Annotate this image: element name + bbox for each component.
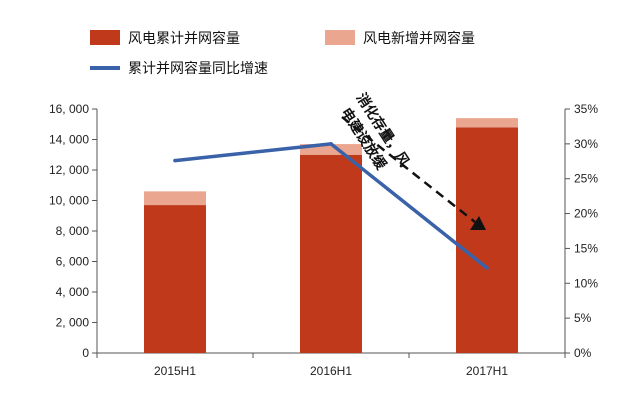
annotation-arrow-shaft — [341, 116, 476, 223]
left-axis-tick-label: 16, 000 — [49, 102, 89, 116]
bars — [144, 118, 518, 353]
right-axis-tick-label: 25% — [574, 172, 598, 186]
right-axis-tick-label: 35% — [574, 102, 598, 116]
right-axis-tick-label: 0% — [574, 346, 592, 360]
x-axis-tick-label: 2017H1 — [466, 364, 508, 378]
legend-label-new: 风电新增并网容量 — [363, 30, 475, 47]
x-axis-tick-label: 2016H1 — [310, 364, 352, 378]
right-axis-tick-label: 30% — [574, 137, 598, 151]
right-axis-tick-label: 5% — [574, 311, 592, 325]
left-axis-tick-label: 14, 000 — [49, 133, 89, 147]
right-axis-tick-label: 10% — [574, 276, 598, 290]
x-axis-tick-label: 2015H1 — [154, 364, 196, 378]
bar-new — [300, 144, 362, 155]
legend-swatch-cumulative — [90, 30, 120, 45]
axes: 0 2, 000 4, 000 6, 000 8, 000 10, 000 12, 000 1… — [49, 102, 598, 378]
left-axis-tick-label: 8, 000 — [56, 224, 90, 238]
legend-label-growth: 累计并网容量同比增速 — [128, 60, 268, 77]
bar-cumulative — [456, 127, 518, 353]
legend-label-cumulative: 风电累计并网容量 — [128, 30, 240, 47]
left-axis-tick-label: 6, 000 — [56, 255, 90, 269]
left-axis-tick-label: 0 — [82, 346, 89, 360]
left-axis-tick-label: 12, 000 — [49, 163, 89, 177]
growth-line-point — [329, 142, 333, 146]
growth-line-point — [173, 158, 177, 163]
bar-new — [144, 191, 206, 206]
annotation-arrow — [341, 116, 486, 230]
left-axis-tick-label: 10, 000 — [49, 194, 89, 208]
legend-swatch-new — [325, 30, 355, 45]
bar-cumulative — [300, 154, 362, 353]
left-axis-tick-label: 2, 000 — [56, 316, 90, 330]
right-axis-tick-label: 20% — [574, 207, 598, 221]
left-axis-tick-label: 4, 000 — [56, 285, 90, 299]
legend: 风电累计并网容量 风电新增并网容量 累计并网容量同比增速 — [90, 30, 475, 77]
bar-new — [456, 118, 518, 128]
bar-cumulative — [144, 205, 206, 353]
right-axis-tick-label: 15% — [574, 241, 598, 255]
annotation-arrow-head — [470, 216, 486, 230]
growth-line-point — [485, 266, 489, 270]
growth-line — [173, 142, 489, 270]
